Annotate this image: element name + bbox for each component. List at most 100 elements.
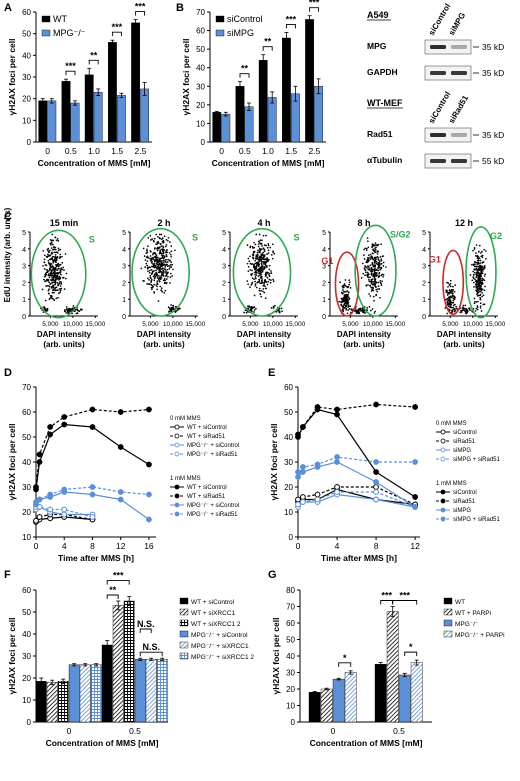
data-point [265, 264, 267, 267]
legend-swatch [215, 15, 225, 23]
data-point [260, 263, 263, 265]
data-point [59, 289, 62, 292]
data-point [362, 308, 364, 311]
data-point [145, 262, 148, 265]
data-point [364, 312, 366, 314]
x-tick-label: 10,000 [63, 321, 83, 328]
data-point [157, 246, 159, 249]
x-tick-label: 0 [219, 146, 224, 156]
data-point [162, 241, 165, 244]
data-point [475, 252, 477, 254]
data-point [249, 269, 252, 271]
data-point [260, 273, 262, 276]
data-point [253, 294, 256, 297]
data-point [478, 288, 481, 290]
data-point [158, 258, 161, 260]
data-point [250, 283, 253, 286]
y-tick-label: 30 [22, 483, 31, 492]
data-point [68, 307, 71, 310]
data-point [169, 260, 171, 262]
bar [61, 81, 71, 143]
bar [145, 659, 157, 723]
data-point [158, 252, 161, 255]
data-point [267, 249, 270, 252]
data-point [459, 311, 462, 314]
data-point [373, 299, 375, 302]
data-point [47, 424, 54, 430]
data-point [89, 514, 96, 520]
data-point [48, 263, 51, 265]
data-point [479, 286, 481, 288]
significance-bracket [285, 23, 296, 29]
data-point [160, 289, 163, 292]
data-point [370, 282, 373, 285]
data-point [373, 479, 379, 485]
data-point [150, 286, 153, 289]
data-point [46, 278, 49, 281]
data-point [243, 311, 245, 314]
data-point [146, 283, 149, 285]
data-point [162, 267, 165, 270]
data-point [63, 269, 65, 271]
data-point [157, 300, 160, 302]
bar [314, 86, 323, 143]
data-point [342, 308, 344, 311]
data-point [266, 257, 268, 259]
data-point [59, 287, 62, 290]
data-point [478, 262, 480, 265]
data-point [448, 298, 451, 301]
data-point [448, 309, 451, 311]
y-tick-label: 30 [22, 73, 31, 82]
data-point [446, 302, 449, 304]
data-point [367, 273, 370, 275]
blot-band [430, 45, 446, 49]
data-point [412, 494, 419, 500]
data-point [341, 298, 344, 301]
data-point [479, 302, 482, 305]
data-point [477, 259, 479, 262]
data-point [349, 287, 352, 289]
data-point [163, 255, 166, 257]
data-point [51, 255, 54, 258]
data-point [52, 284, 54, 287]
data-point [260, 243, 263, 246]
data-point [477, 256, 480, 258]
data-point [166, 249, 168, 251]
data-point [455, 305, 458, 308]
bar [320, 688, 333, 723]
data-point [49, 273, 52, 276]
data-point [54, 273, 56, 276]
data-point [368, 268, 370, 271]
data-point [150, 259, 153, 261]
data-point [61, 277, 64, 279]
data-point [57, 296, 59, 299]
data-point [376, 250, 379, 253]
data-point [451, 295, 454, 297]
data-point [475, 289, 477, 292]
data-point [144, 259, 147, 261]
data-point [253, 251, 255, 254]
data-point [249, 306, 251, 309]
data-point [53, 299, 56, 301]
y-tick-label: 70 [196, 8, 205, 17]
data-point [46, 269, 49, 271]
data-point [451, 310, 454, 313]
panel-label: G [268, 569, 277, 581]
data-point [56, 269, 59, 272]
data-point [143, 255, 146, 258]
gate-ellipse [334, 251, 360, 317]
data-point [157, 263, 160, 266]
data-point [380, 243, 382, 246]
y-axis-label: γH2AX foci per cell [7, 423, 17, 500]
data-point [162, 272, 165, 274]
data-point [378, 266, 381, 269]
data-point [449, 304, 452, 307]
data-point [57, 249, 60, 252]
data-point [266, 272, 268, 275]
data-point [49, 294, 52, 297]
data-point [157, 274, 160, 277]
data-point [368, 293, 370, 295]
data-point [295, 501, 301, 508]
blot-membrane [424, 39, 472, 55]
data-point [53, 291, 55, 294]
